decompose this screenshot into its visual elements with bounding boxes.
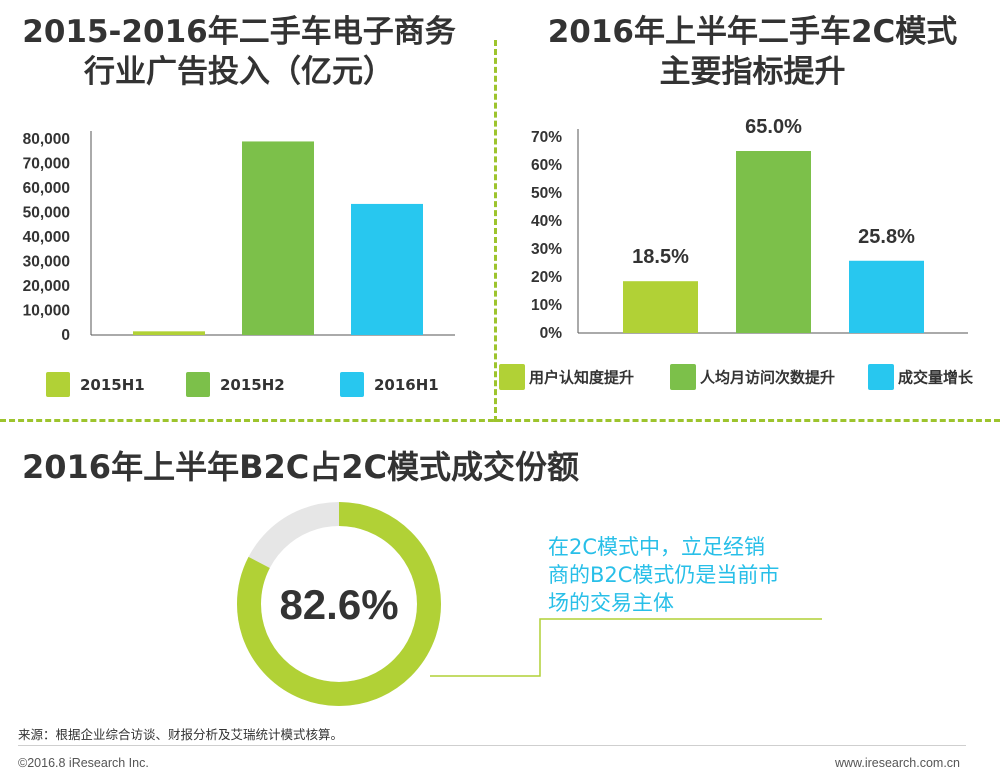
title-line: 主要指标提升 bbox=[659, 54, 846, 90]
legend-label: 2016H1 bbox=[374, 376, 439, 394]
callout-connector bbox=[430, 618, 822, 677]
legend-label: 2015H1 bbox=[80, 376, 145, 394]
donut-center-value: 82.6% bbox=[279, 581, 398, 628]
callout-line: 商的B2C模式仍是当前市 bbox=[548, 563, 780, 587]
vertical-divider bbox=[494, 40, 497, 422]
bar-人均月访问次数提升 bbox=[736, 151, 811, 333]
y-tick-label: 40% bbox=[531, 213, 562, 230]
y-tick-label: 10% bbox=[531, 297, 562, 314]
y-tick-label: 0% bbox=[540, 325, 563, 342]
legend-label: 人均月访问次数提升 bbox=[700, 369, 835, 387]
donut-callout: 在2C模式中，立足经销 商的B2C模式仍是当前市 场的交易主体 bbox=[548, 533, 838, 617]
callout-line: 在2C模式中，立足经销 bbox=[548, 535, 766, 559]
callout-line: 场的交易主体 bbox=[548, 591, 674, 615]
y-tick-label: 50% bbox=[531, 185, 562, 202]
y-tick-label: 30% bbox=[531, 241, 562, 258]
bar-用户认知度提升 bbox=[623, 281, 698, 333]
y-tick-label: 30,000 bbox=[23, 254, 70, 271]
legend-swatch bbox=[46, 372, 70, 397]
data-label: 65.0% bbox=[745, 116, 802, 138]
title-line: 行业广告投入（亿元） bbox=[84, 54, 394, 90]
title-line: 2015-2016年二手车电子商务 bbox=[22, 14, 456, 50]
legend-swatch bbox=[670, 364, 696, 390]
bar-2015H2 bbox=[242, 141, 314, 335]
y-tick-label: 20,000 bbox=[23, 278, 70, 295]
source-note: 来源：根据企业综合访谈、财报分析及艾瑞统计模式核算。 bbox=[18, 727, 344, 742]
y-tick-label: 70,000 bbox=[23, 156, 70, 173]
donut-segment-B2C bbox=[237, 502, 441, 706]
bar-成交量增长 bbox=[849, 260, 924, 333]
chart-title-ad-spend: 2015-2016年二手车电子商务 行业广告投入（亿元） bbox=[0, 12, 478, 92]
chart-title-b2c-share: 2016年上半年B2C占2C模式成交份额 bbox=[22, 448, 579, 486]
data-label: 18.5% bbox=[632, 246, 689, 268]
y-tick-label: 60,000 bbox=[23, 180, 70, 197]
title-line: 2016年上半年二手车2C模式 bbox=[547, 14, 958, 50]
legend-swatch bbox=[340, 372, 364, 397]
footer-divider bbox=[18, 745, 966, 746]
bar-2016H1 bbox=[351, 203, 423, 335]
legend-label: 2015H2 bbox=[220, 376, 285, 394]
legend-label: 成交量增长 bbox=[898, 369, 974, 387]
footer-website[interactable]: www.iresearch.com.cn bbox=[834, 756, 960, 770]
chart-title-2c-metrics: 2016年上半年二手车2C模式 主要指标提升 bbox=[505, 12, 1000, 92]
legend-swatch bbox=[499, 364, 525, 390]
y-tick-label: 60% bbox=[531, 157, 562, 174]
data-label: 25.8% bbox=[858, 226, 915, 248]
y-tick-label: 80,000 bbox=[23, 131, 70, 148]
y-tick-label: 40,000 bbox=[23, 229, 70, 246]
bar-2015H1 bbox=[133, 331, 205, 335]
y-tick-label: 20% bbox=[531, 269, 562, 286]
legend-label: 用户认知度提升 bbox=[529, 369, 634, 387]
footer-copyright: ©2016.8 iResearch Inc. bbox=[18, 756, 149, 770]
legend-swatch bbox=[186, 372, 210, 397]
y-tick-label: 0 bbox=[61, 327, 70, 344]
horizontal-divider bbox=[0, 419, 1000, 422]
y-tick-label: 50,000 bbox=[23, 205, 70, 222]
legend-swatch bbox=[868, 364, 894, 390]
y-tick-label: 70% bbox=[531, 129, 562, 146]
y-tick-label: 10,000 bbox=[23, 303, 70, 320]
